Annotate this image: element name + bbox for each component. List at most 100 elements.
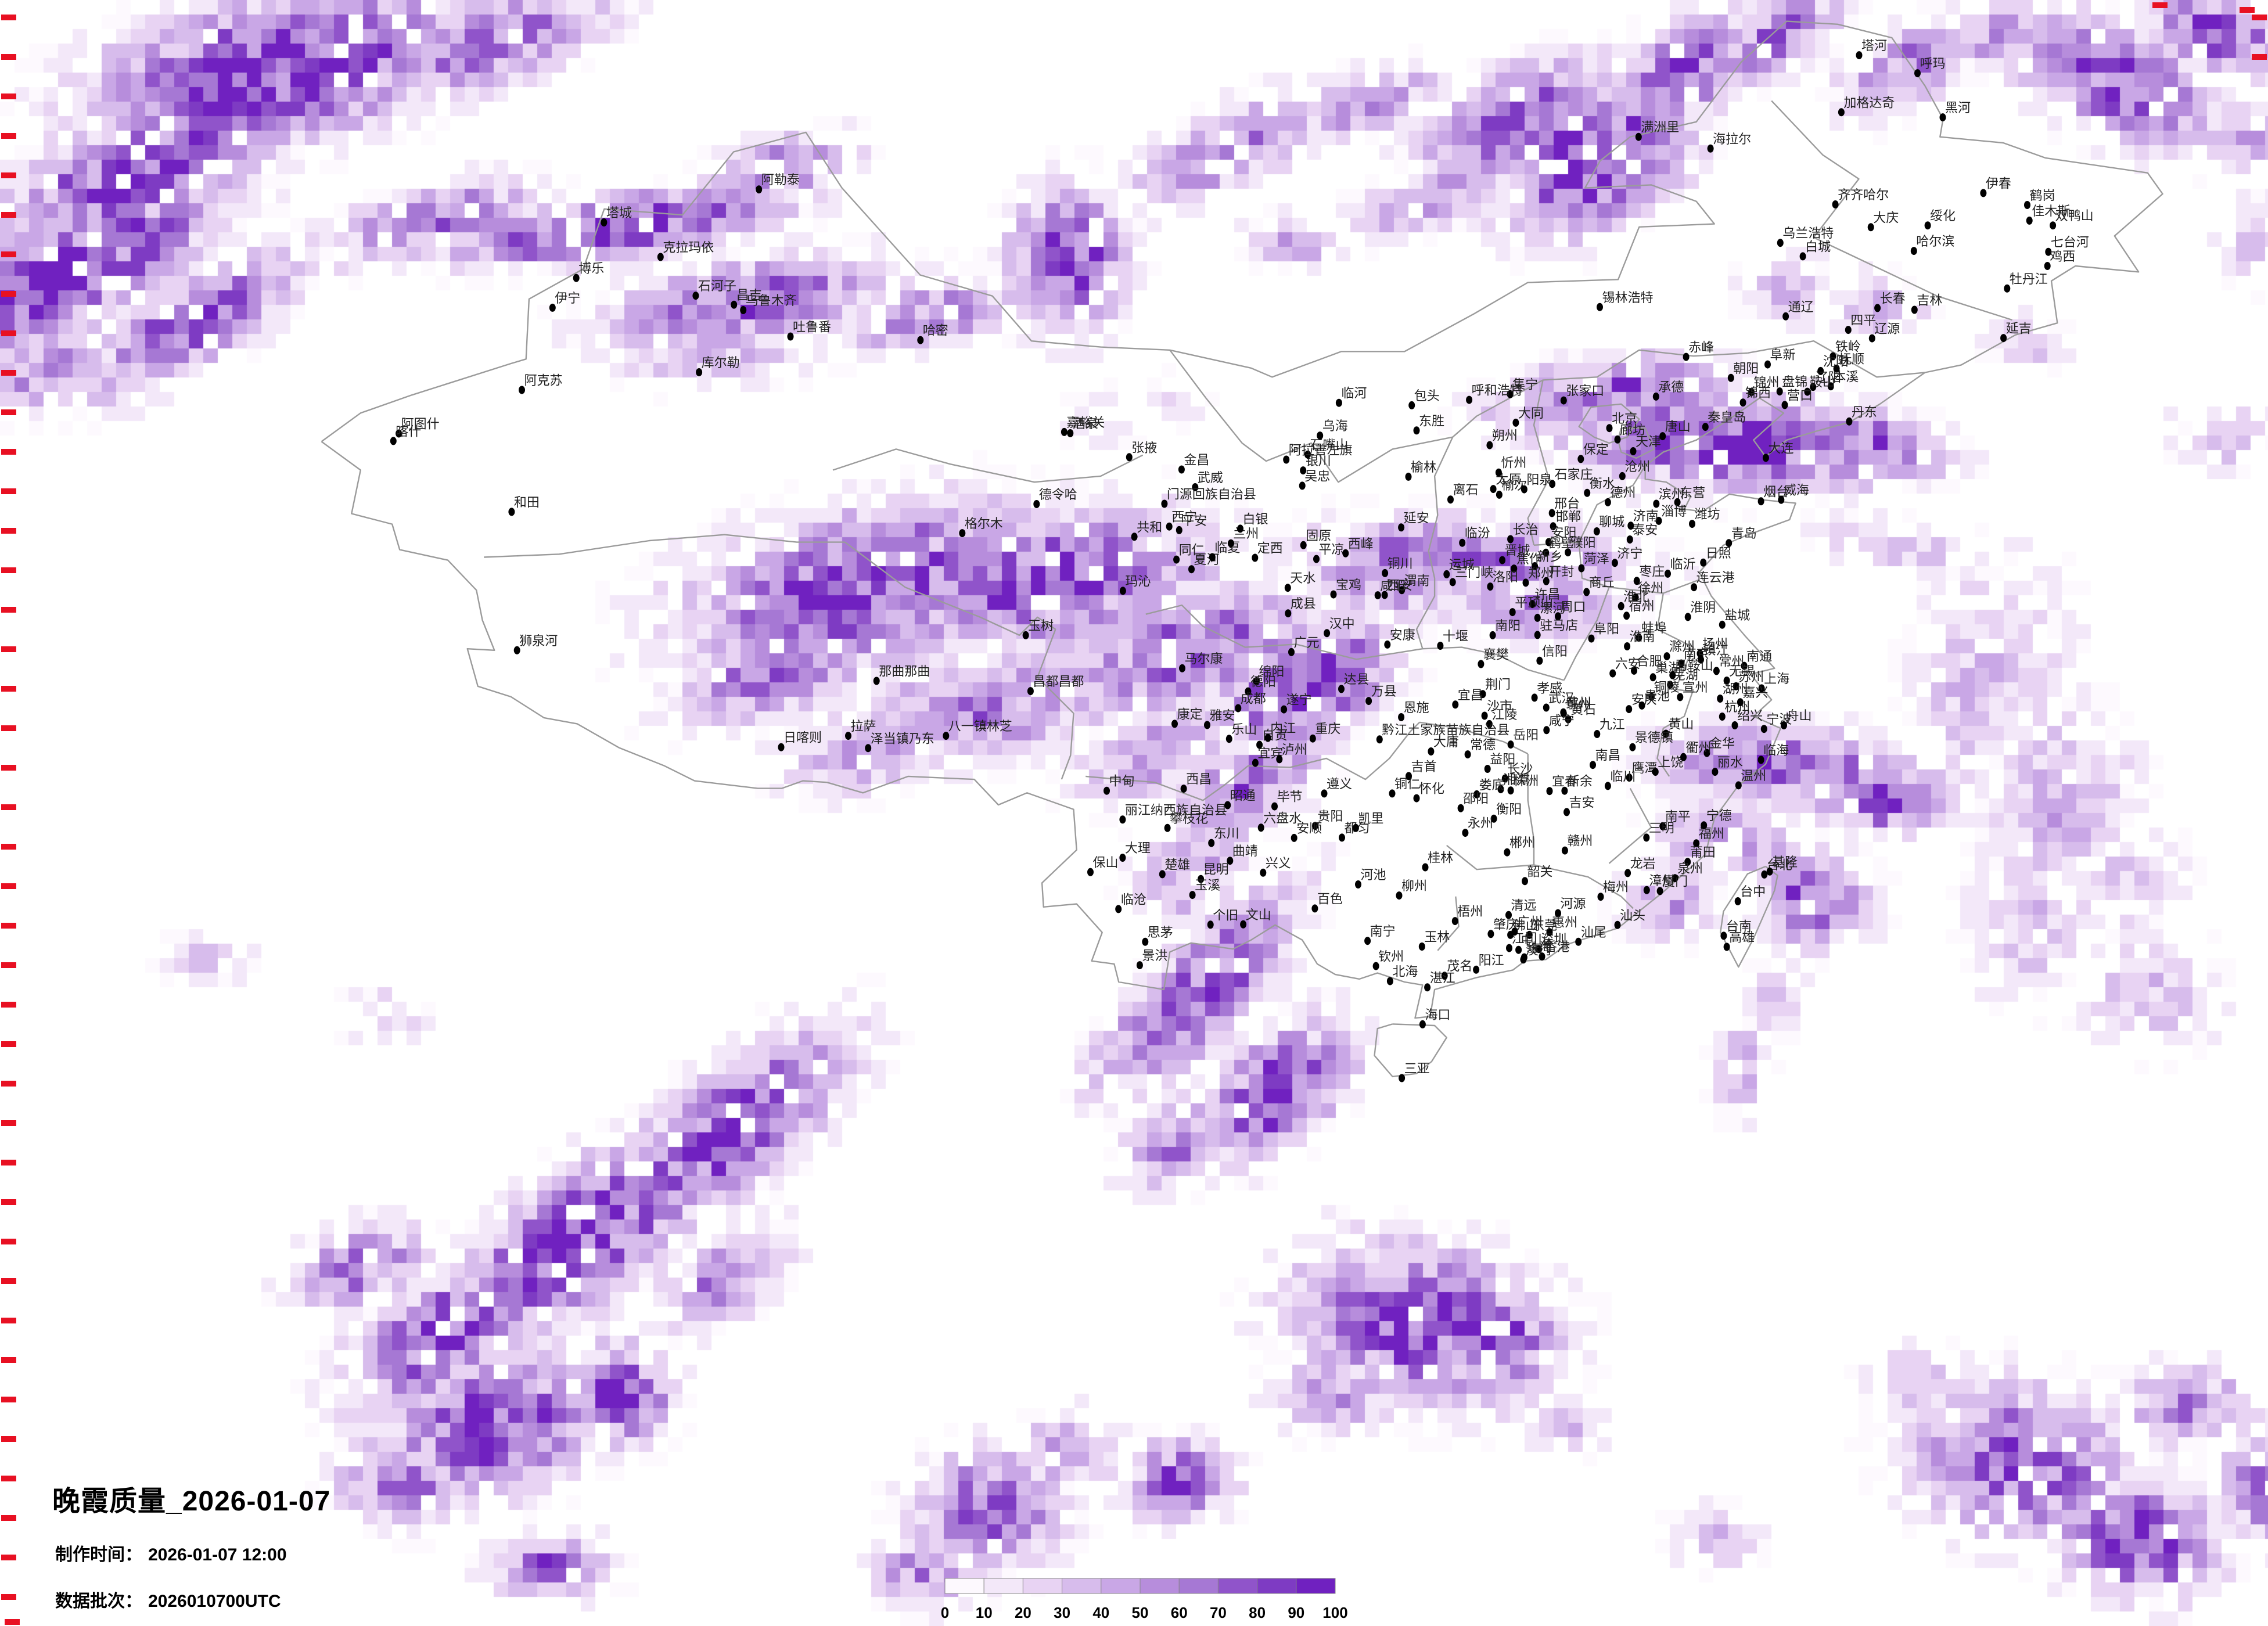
legend-swatch xyxy=(1062,1578,1102,1594)
station-label: 芜湖 xyxy=(1673,668,1698,682)
station-label: 南阳 xyxy=(1495,618,1521,633)
station-label: 驻马店 xyxy=(1540,618,1578,632)
station-dot xyxy=(1339,833,1345,842)
station-label: 锦西 xyxy=(1745,386,1771,400)
station-label: 蚌埠 xyxy=(1641,621,1667,635)
station-label: 曲靖 xyxy=(1232,844,1258,858)
station-dot xyxy=(1845,326,1852,334)
station-dot xyxy=(1136,961,1143,970)
station-dot xyxy=(1618,602,1624,610)
station-label: 沙市 xyxy=(1487,699,1512,714)
frame-tick xyxy=(1,291,16,297)
station-dot xyxy=(1717,695,1724,703)
frame-tick xyxy=(1,1318,16,1323)
station-label: 常德 xyxy=(1470,738,1496,752)
station-label: 塔城 xyxy=(606,206,632,220)
station-label: 共和 xyxy=(1137,520,1162,534)
station-label: 文山 xyxy=(1246,908,1271,922)
station-dot xyxy=(1171,720,1178,728)
legend-swatch xyxy=(983,1578,1023,1594)
station-dot xyxy=(1198,875,1205,883)
station-dot xyxy=(1588,634,1595,643)
station-dot xyxy=(1910,247,1917,256)
station-dot xyxy=(1701,821,1708,830)
station-label: 赤峰 xyxy=(1688,340,1714,355)
station-dot xyxy=(1543,548,1550,557)
station-dot xyxy=(1428,747,1435,756)
station-label: 中山 xyxy=(1521,933,1547,948)
station-dot xyxy=(1473,790,1480,798)
station-label: 日照 xyxy=(1706,546,1731,560)
frame-tick xyxy=(1,567,16,573)
station-dot xyxy=(1252,758,1259,767)
station-label: 沈阳 xyxy=(1823,354,1849,369)
station-label: 威海 xyxy=(1784,483,1809,498)
station-dot xyxy=(1532,562,1539,570)
station-dot xyxy=(1652,392,1659,401)
station-label: 库尔勒 xyxy=(702,355,740,370)
station-label: 吉林 xyxy=(1917,293,1942,308)
station-label: 六安 xyxy=(1615,657,1641,671)
station-dot xyxy=(601,218,608,226)
station-dot xyxy=(1464,750,1471,759)
station-dot xyxy=(1479,690,1486,699)
station-dot xyxy=(1624,642,1631,650)
frame-tick xyxy=(1,1436,16,1442)
station-dot xyxy=(1486,441,1493,449)
station-label: 开封 xyxy=(1548,564,1574,579)
station-label: 汕头 xyxy=(1620,908,1645,923)
station-label: 咸宁 xyxy=(1549,713,1575,728)
station-label: 盐城 xyxy=(1724,608,1750,623)
data-batch-value: 2026010700UTC xyxy=(148,1592,281,1611)
station-dot xyxy=(1643,886,1650,894)
station-dot xyxy=(1683,352,1690,361)
station-label: 聊城 xyxy=(1599,515,1624,529)
station-label: 厦门 xyxy=(1662,874,1688,888)
station-label: 肇庆 xyxy=(1493,917,1519,931)
station-label: 新乡 xyxy=(1537,549,1563,564)
station-dot xyxy=(1481,711,1488,720)
station-label: 长沙 xyxy=(1507,762,1533,776)
legend-tick-label: 10 xyxy=(976,1604,993,1621)
station-label: 阿拉善左旗 xyxy=(1289,443,1353,458)
station-dot xyxy=(1257,823,1264,832)
station-dot xyxy=(778,743,785,751)
station-label: 贵阳 xyxy=(1317,809,1343,823)
station-dot xyxy=(1684,613,1691,621)
station-dot xyxy=(1764,360,1771,369)
station-label: 台南 xyxy=(1726,919,1752,933)
station-dot xyxy=(1555,909,1561,918)
station-label: 宁波 xyxy=(1766,712,1792,726)
station-label: 信阳 xyxy=(1542,644,1568,659)
station-dot xyxy=(1381,591,1388,599)
frame-tick xyxy=(1,1278,16,1284)
station-dot xyxy=(2044,262,2051,270)
station-label: 邢台 xyxy=(1554,497,1580,511)
station-label: 临沧 xyxy=(1121,892,1146,906)
station-dot xyxy=(1311,822,1318,830)
station-dot xyxy=(2000,334,2007,343)
station-label: 衡阳 xyxy=(1496,802,1522,816)
frame-tick xyxy=(2240,7,2255,13)
station-dot xyxy=(1741,661,1748,670)
station-label: 思茅 xyxy=(1148,925,1173,940)
station-dot xyxy=(1939,113,1946,122)
station-label: 满洲里 xyxy=(1641,120,1679,135)
station-dot xyxy=(1507,740,1514,749)
station-dot xyxy=(657,253,664,261)
station-dot xyxy=(1507,786,1514,795)
station-label: 湛江 xyxy=(1430,970,1455,985)
station-dot xyxy=(1178,465,1185,474)
station-label: 昌都昌都 xyxy=(1033,674,1084,689)
station-dot xyxy=(1757,756,1764,764)
station-label: 香港 xyxy=(1544,940,1570,954)
station-dot xyxy=(1539,952,1545,961)
boundary-line xyxy=(1720,865,1778,968)
station-label: 乐山 xyxy=(1231,722,1257,736)
station-dot xyxy=(1830,352,1836,361)
station-label: 日喀则 xyxy=(783,731,822,745)
station-label: 个旧 xyxy=(1213,908,1238,922)
station-label: 阜新 xyxy=(1770,348,1796,362)
station-dot xyxy=(1521,953,1527,962)
station-dot xyxy=(1376,735,1383,744)
